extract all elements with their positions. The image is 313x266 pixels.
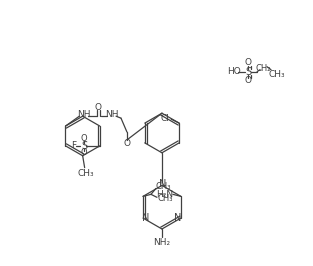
Text: O: O — [81, 134, 87, 143]
Text: O: O — [123, 139, 131, 148]
Text: O: O — [95, 103, 102, 112]
Text: F: F — [71, 141, 77, 150]
Text: O: O — [245, 58, 252, 67]
Text: S: S — [81, 141, 87, 151]
Text: S: S — [245, 67, 251, 77]
Text: H₂N: H₂N — [156, 190, 173, 199]
Text: NH₂: NH₂ — [153, 238, 171, 247]
Text: Cl: Cl — [161, 114, 170, 123]
Text: O: O — [245, 76, 252, 85]
Text: N: N — [142, 213, 150, 223]
Text: N: N — [174, 213, 182, 223]
Text: HO: HO — [227, 67, 241, 76]
Text: CH₃: CH₃ — [77, 169, 94, 178]
Text: O: O — [81, 148, 87, 157]
Text: CH₃: CH₃ — [155, 182, 171, 191]
Text: CH₂: CH₂ — [255, 64, 271, 73]
Text: N: N — [159, 180, 167, 189]
Text: CH₃: CH₃ — [157, 194, 173, 203]
Text: NH: NH — [105, 110, 119, 119]
Text: NH: NH — [78, 110, 91, 119]
Text: CH₃: CH₃ — [269, 70, 285, 79]
